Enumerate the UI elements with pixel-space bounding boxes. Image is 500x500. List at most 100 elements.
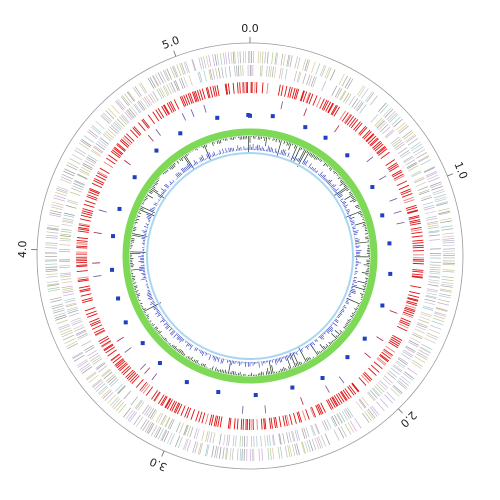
feature bbox=[331, 396, 338, 407]
feature bbox=[133, 126, 142, 135]
feature bbox=[55, 316, 67, 321]
feature bbox=[380, 151, 390, 160]
feature bbox=[284, 152, 287, 156]
feature bbox=[345, 355, 350, 360]
feature bbox=[280, 149, 283, 155]
feature bbox=[177, 348, 181, 353]
feature bbox=[382, 126, 391, 135]
feature bbox=[218, 67, 221, 79]
feature bbox=[332, 187, 335, 190]
feature bbox=[339, 332, 342, 335]
feature bbox=[338, 175, 340, 177]
feature bbox=[154, 392, 161, 402]
feature bbox=[398, 323, 409, 329]
feature bbox=[394, 141, 404, 149]
feature bbox=[264, 418, 267, 430]
feature bbox=[214, 356, 217, 362]
feature bbox=[323, 419, 329, 431]
feature bbox=[124, 159, 131, 166]
feature bbox=[284, 68, 288, 80]
feature bbox=[156, 313, 162, 318]
feature bbox=[411, 229, 423, 232]
tick-mark bbox=[173, 50, 177, 57]
feature bbox=[286, 414, 290, 426]
feature bbox=[369, 137, 378, 146]
feature bbox=[330, 104, 337, 115]
feature bbox=[289, 444, 293, 457]
feature bbox=[158, 330, 162, 335]
feature bbox=[141, 230, 147, 233]
feature bbox=[281, 149, 285, 156]
feature bbox=[93, 327, 105, 334]
feature bbox=[335, 172, 338, 175]
feature bbox=[348, 385, 357, 395]
feature bbox=[219, 416, 223, 428]
feature bbox=[62, 219, 74, 223]
feature bbox=[221, 369, 223, 373]
feature bbox=[289, 87, 293, 99]
feature bbox=[180, 77, 186, 89]
feature bbox=[145, 284, 148, 286]
feature bbox=[163, 430, 170, 443]
feature bbox=[429, 272, 441, 275]
feature bbox=[376, 146, 387, 155]
feature bbox=[161, 316, 164, 318]
feature bbox=[217, 357, 220, 363]
feature bbox=[315, 423, 320, 435]
feature bbox=[414, 328, 425, 334]
feature bbox=[385, 130, 395, 139]
feature bbox=[139, 363, 147, 370]
feature bbox=[301, 410, 307, 421]
feature bbox=[146, 217, 151, 220]
feature bbox=[96, 362, 106, 370]
feature bbox=[376, 145, 386, 154]
feature bbox=[409, 290, 420, 295]
feature bbox=[152, 75, 159, 87]
feature bbox=[397, 358, 408, 366]
feature bbox=[193, 359, 196, 363]
feature bbox=[149, 320, 152, 323]
feature bbox=[54, 194, 66, 200]
feature bbox=[155, 128, 161, 136]
feature bbox=[99, 167, 110, 175]
feature bbox=[129, 129, 139, 139]
feature bbox=[297, 411, 303, 423]
feature bbox=[132, 87, 141, 98]
feature bbox=[184, 425, 189, 436]
feature bbox=[99, 137, 109, 145]
feature bbox=[420, 194, 432, 200]
feature bbox=[440, 285, 453, 288]
feature bbox=[370, 364, 380, 373]
feature bbox=[77, 332, 88, 339]
feature bbox=[215, 415, 219, 427]
feature bbox=[214, 85, 218, 97]
feature bbox=[155, 427, 162, 439]
feature bbox=[345, 408, 352, 419]
feature bbox=[46, 280, 59, 284]
feature bbox=[354, 122, 363, 132]
feature bbox=[346, 116, 355, 126]
feature bbox=[411, 171, 422, 178]
feature bbox=[51, 305, 64, 310]
feature bbox=[291, 87, 296, 99]
feature bbox=[122, 95, 131, 106]
feature bbox=[269, 362, 273, 375]
feature bbox=[441, 228, 454, 231]
feature bbox=[172, 328, 174, 330]
feature bbox=[438, 210, 451, 215]
feature bbox=[195, 348, 198, 351]
feature bbox=[425, 215, 437, 219]
feature bbox=[354, 308, 358, 311]
feature bbox=[349, 216, 355, 220]
feature bbox=[441, 232, 454, 235]
feature bbox=[95, 120, 105, 130]
feature bbox=[314, 437, 320, 450]
feature bbox=[229, 448, 232, 461]
feature bbox=[358, 125, 367, 135]
feature bbox=[237, 145, 239, 151]
feature bbox=[264, 51, 266, 64]
feature bbox=[236, 418, 239, 430]
feature bbox=[338, 376, 345, 384]
feature bbox=[319, 98, 325, 109]
feature bbox=[379, 175, 387, 181]
